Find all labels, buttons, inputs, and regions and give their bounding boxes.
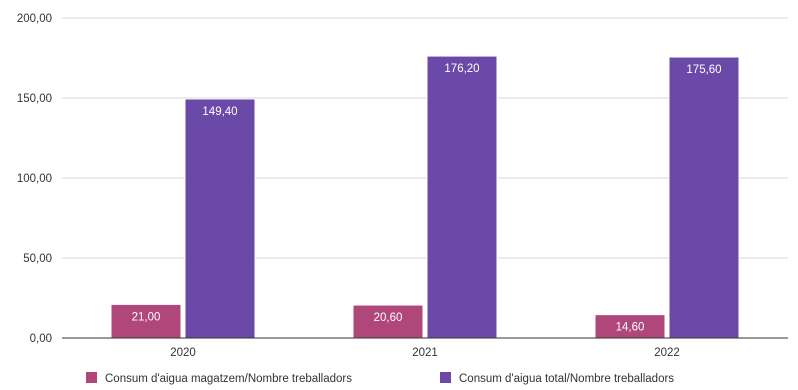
data-label: 21,00 — [132, 311, 161, 323]
data-label: 20,60 — [374, 312, 403, 324]
bar — [184, 98, 256, 339]
bar — [426, 55, 498, 339]
bar — [110, 303, 182, 339]
legend-label: Consum d'aigua magatzem/Nombre treballad… — [105, 373, 352, 385]
legend-label: Consum d'aigua total/Nombre treballadors — [459, 373, 674, 385]
x-tick-label: 2020 — [170, 347, 196, 359]
legend-swatch — [86, 372, 97, 383]
y-axis: 0,00 50,00 100,00 150,00 200,00 — [17, 13, 52, 345]
x-tick-label: 2021 — [412, 347, 438, 359]
y-tick-label: 200,00 — [17, 13, 52, 25]
x-axis: 2020 2021 2022 — [62, 337, 788, 359]
y-tick-label: 0,00 — [30, 333, 52, 345]
legend-swatch — [440, 372, 451, 383]
bars: 21,00 149,40 20,60 176,20 14,60 175,60 — [110, 55, 740, 339]
gridlines — [62, 17, 788, 259]
y-tick-label: 150,00 — [17, 93, 52, 105]
bar — [668, 56, 740, 339]
data-label: 175,60 — [686, 64, 721, 76]
legend: Consum d'aigua magatzem/Nombre treballad… — [86, 372, 674, 385]
x-tick-label: 2022 — [654, 347, 680, 359]
data-label: 14,60 — [616, 322, 645, 334]
y-tick-label: 50,00 — [23, 253, 52, 265]
data-label: 176,20 — [444, 63, 479, 75]
data-label: 149,40 — [202, 106, 237, 118]
y-tick-label: 100,00 — [17, 173, 52, 185]
